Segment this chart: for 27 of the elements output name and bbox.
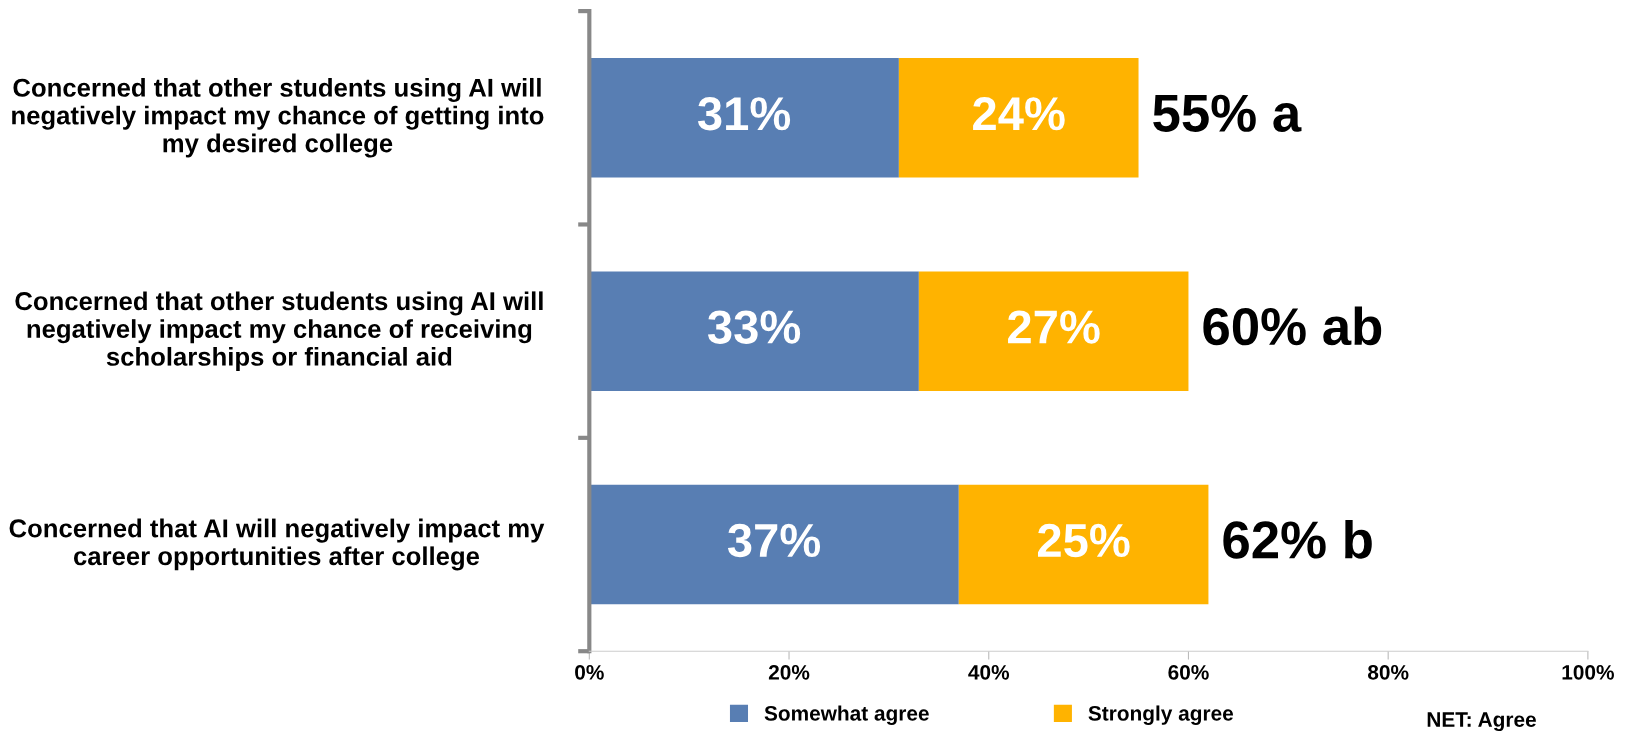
bar — [898, 58, 1139, 178]
data-label: 37% — [727, 523, 821, 558]
x-tick-label: 100% — [1562, 664, 1614, 680]
data-label: 24% — [973, 97, 1065, 131]
y-tick-label: Concerned that other students using AI will negatively impact my chance of getting into my desired college — [12, 77, 544, 158]
x-tick-label: 20% — [768, 664, 810, 680]
data-label: 25% — [1037, 523, 1130, 558]
bar — [958, 484, 1209, 605]
data-label: 31% — [697, 97, 791, 131]
y-tick-label: Concerned that other students using AI will negatively impact my chance of receiving scholarships or financial aid — [15, 291, 543, 371]
data-label: 27% — [1008, 310, 1100, 344]
total-label: 60% ab — [1203, 306, 1382, 346]
x-tick-label: 0% — [575, 664, 604, 680]
legend-label: Somewhat agree — [764, 705, 929, 725]
bar — [918, 271, 1189, 391]
text: NET: Agree — [1427, 712, 1536, 732]
x-tick-label: 80% — [1367, 664, 1409, 680]
legend-label: Strongly agree — [1088, 705, 1234, 725]
bar — [589, 271, 919, 391]
total-label: 62% b — [1223, 519, 1372, 559]
x-tick-label: 40% — [968, 664, 1010, 680]
data-label: 33% — [707, 310, 801, 344]
y-tick-label: Concerned that AI will negatively impact my career opportunities after college — [9, 518, 545, 571]
bar — [589, 484, 959, 605]
x-tick-label: 60% — [1168, 664, 1209, 680]
total-label: 55% a — [1153, 94, 1302, 132]
bar — [589, 58, 899, 178]
